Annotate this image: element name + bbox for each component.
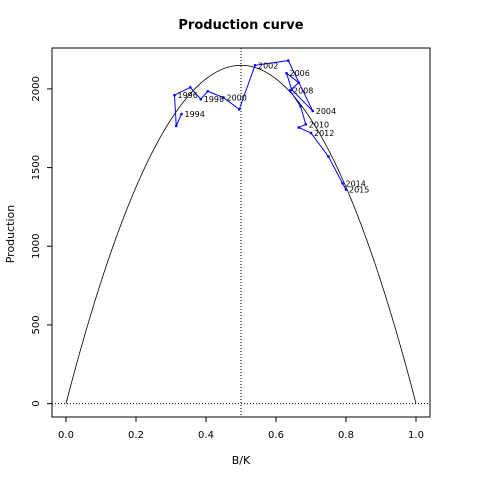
production-curve-line (65, 64, 417, 404)
point-label: 2010 (309, 120, 329, 129)
data-point (297, 81, 301, 84)
point-label: 1998 (204, 95, 224, 104)
y-tick-label: 0 (31, 400, 42, 406)
point-label: 2006 (290, 69, 310, 78)
data-point (173, 93, 176, 97)
data-point (174, 124, 178, 128)
x-tick-label: 0.0 (58, 430, 74, 441)
point-label: 2015 (349, 186, 369, 195)
data-point (285, 71, 288, 75)
point-label: 1994 (185, 110, 205, 119)
y-tick-label: 1500 (31, 155, 42, 180)
data-point (237, 108, 241, 111)
point-label: 2004 (316, 107, 336, 116)
point-label: 2002 (258, 61, 278, 70)
point-label: 2008 (293, 86, 313, 95)
data-point (311, 109, 315, 113)
data-point (297, 126, 301, 129)
data-point (304, 123, 308, 126)
data-point (206, 89, 210, 93)
data-point (188, 86, 192, 89)
data-point (222, 96, 225, 99)
data-point (253, 64, 257, 67)
x-tick-label: 0.4 (198, 430, 214, 441)
x-tick-label: 0.6 (268, 430, 284, 441)
data-point (327, 155, 330, 158)
data-point (199, 97, 203, 101)
point-label: 2012 (314, 129, 334, 138)
data-point (299, 104, 302, 108)
point-label: 2014 (346, 179, 366, 188)
x-tick-label: 1.0 (408, 430, 424, 441)
x-tick-label: 0.2 (128, 430, 144, 441)
series-line (173, 60, 347, 190)
x-tick-label: 0.8 (338, 430, 354, 441)
chart-title: Production curve (178, 18, 303, 33)
point-label: 2000 (227, 94, 247, 103)
y-tick-label: 500 (31, 315, 42, 334)
y-tick-label: 2000 (31, 76, 42, 101)
y-axis-label: Production (4, 205, 17, 264)
data-point (180, 112, 183, 116)
data-point (286, 59, 290, 62)
point-label: 1996 (178, 91, 198, 100)
y-tick-label: 1000 (31, 234, 42, 259)
data-point (288, 89, 292, 92)
x-axis-label: B/K (232, 454, 251, 467)
data-point (309, 131, 313, 135)
data-point (341, 182, 344, 185)
data-point (344, 188, 348, 191)
